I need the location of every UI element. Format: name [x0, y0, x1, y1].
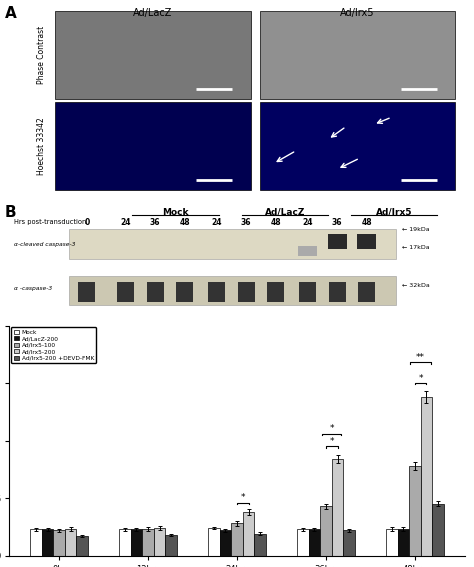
- Text: 0: 0: [84, 218, 90, 227]
- Text: 24: 24: [302, 218, 313, 227]
- Bar: [297, 529, 309, 556]
- Bar: [69, 276, 396, 305]
- Text: Ad/Irx5: Ad/Irx5: [340, 7, 375, 18]
- Bar: [386, 529, 398, 556]
- Bar: [421, 397, 432, 556]
- Bar: [231, 523, 243, 556]
- Text: *: *: [419, 374, 423, 383]
- Bar: [76, 536, 88, 556]
- Bar: [299, 282, 316, 302]
- Bar: [78, 282, 95, 302]
- Text: A: A: [5, 6, 17, 20]
- Bar: [30, 529, 42, 556]
- Bar: [328, 282, 346, 302]
- Text: *: *: [329, 437, 334, 446]
- Bar: [65, 529, 76, 556]
- Bar: [55, 11, 251, 99]
- Text: *: *: [329, 424, 334, 433]
- Text: ← 19kDa: ← 19kDa: [402, 227, 429, 232]
- Bar: [208, 282, 225, 302]
- Bar: [398, 529, 409, 556]
- Legend: Mock, Ad/LacZ-200, Ad/Irx5-100, Ad/Irx5-200, Ad/Irx5-200 +DEVD-FMK: Mock, Ad/LacZ-200, Ad/Irx5-100, Ad/Irx5-…: [11, 327, 96, 363]
- Text: 24: 24: [120, 218, 131, 227]
- Text: 36: 36: [150, 218, 160, 227]
- Bar: [131, 529, 142, 556]
- Text: 36: 36: [332, 218, 342, 227]
- Text: Hoechst 33342: Hoechst 33342: [37, 117, 46, 175]
- Bar: [309, 529, 320, 556]
- Bar: [208, 528, 219, 556]
- Bar: [328, 234, 346, 249]
- Bar: [69, 229, 396, 259]
- Text: Mock: Mock: [162, 208, 189, 217]
- Bar: [42, 529, 53, 556]
- Text: Phase Contrast: Phase Contrast: [37, 26, 46, 84]
- Text: ← 32kDa: ← 32kDa: [402, 282, 429, 287]
- Bar: [165, 535, 177, 556]
- Bar: [154, 528, 165, 556]
- Text: Hrs post-transduction: Hrs post-transduction: [14, 219, 86, 226]
- Bar: [176, 282, 193, 302]
- Bar: [358, 282, 375, 302]
- Bar: [119, 529, 131, 556]
- Bar: [298, 246, 317, 256]
- Bar: [267, 282, 284, 302]
- Bar: [409, 466, 421, 556]
- Bar: [432, 504, 444, 556]
- Bar: [142, 529, 154, 556]
- Text: 48: 48: [361, 218, 372, 227]
- Text: Ad/Irx5: Ad/Irx5: [376, 208, 412, 217]
- Text: **: **: [416, 353, 425, 362]
- Text: α -caspase-3: α -caspase-3: [14, 286, 52, 291]
- Bar: [219, 530, 231, 556]
- Text: Ad/LacZ: Ad/LacZ: [264, 208, 305, 217]
- Bar: [117, 282, 134, 302]
- Text: 48: 48: [270, 218, 281, 227]
- Bar: [53, 530, 65, 556]
- Text: α-cleaved caspase-3: α-cleaved caspase-3: [14, 242, 75, 247]
- Text: ← 17kDa: ← 17kDa: [402, 246, 429, 251]
- Text: 24: 24: [211, 218, 222, 227]
- Bar: [237, 282, 255, 302]
- Bar: [260, 11, 456, 99]
- Bar: [332, 459, 343, 556]
- Bar: [260, 102, 456, 189]
- Text: *: *: [240, 493, 245, 502]
- Text: B: B: [5, 205, 17, 221]
- Bar: [55, 102, 251, 189]
- Text: 48: 48: [179, 218, 190, 227]
- Bar: [255, 534, 266, 556]
- Text: 36: 36: [241, 218, 251, 227]
- Text: Ad/LacZ: Ad/LacZ: [133, 7, 173, 18]
- Bar: [243, 512, 255, 556]
- Bar: [146, 282, 164, 302]
- Bar: [343, 530, 355, 556]
- Bar: [357, 234, 376, 249]
- Bar: [320, 506, 332, 556]
